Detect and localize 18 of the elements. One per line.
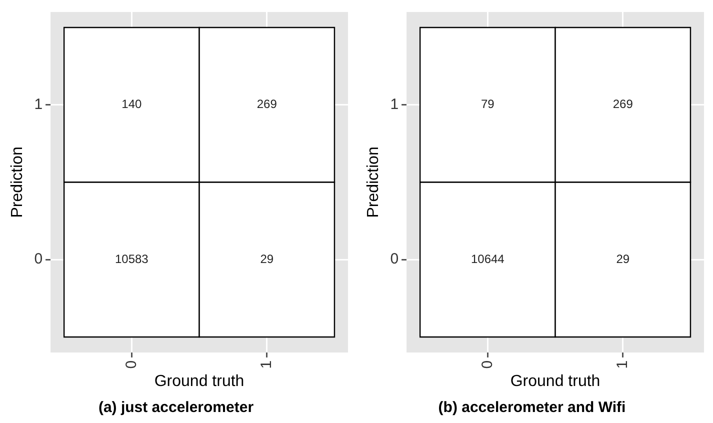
- data-label: 10644: [470, 252, 505, 266]
- x-tick-label: 0: [122, 360, 140, 369]
- x-tick-label: 1: [258, 360, 276, 369]
- text: (b) accelerometer and Wifi: [438, 399, 626, 416]
- y-axis-title: Prediction: [365, 146, 382, 218]
- x-axis-title: Ground truth: [154, 372, 244, 390]
- data-label: 269: [256, 97, 278, 112]
- x-axis-title: Ground truth: [510, 372, 600, 390]
- data-label: 10583: [114, 252, 149, 266]
- x-tick-label: 0: [478, 360, 496, 369]
- data-label: 29: [616, 252, 630, 266]
- data-label: 29: [260, 252, 274, 266]
- data-label: 140: [122, 97, 142, 112]
- data-label: 269: [612, 97, 634, 112]
- y-axis-title: Prediction: [9, 146, 26, 218]
- data-label: 79: [480, 97, 495, 112]
- text: (a) just accelerometer: [98, 399, 254, 416]
- x-tick-label: 1: [614, 360, 632, 369]
